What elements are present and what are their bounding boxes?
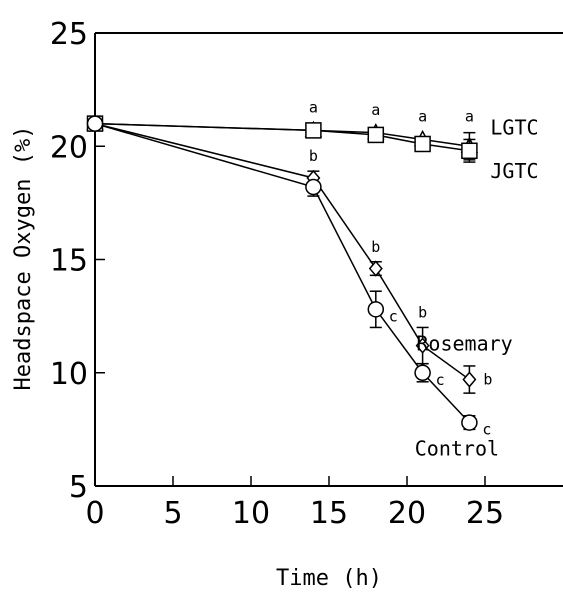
lgtc-significance-label: a [371,101,380,119]
series-markers [86,114,479,431]
x-tick-label: 20 [388,496,426,531]
plot-frame [94,32,563,487]
error-bars [307,131,476,431]
rosemary-series-label: Rosemary [416,331,512,355]
jgtc-marker [367,126,385,144]
y-tick-label: 15 [50,244,88,279]
lgtc-significance-label: a [309,99,318,117]
x-axis-label: Time (h) [276,566,382,591]
chart-labels: a a a a b b b b c c c LGTC JGTC Rosemary Control [309,99,539,461]
control-significance-label: c [389,307,398,325]
x-tick-label: 10 [232,496,270,531]
control-marker [86,115,104,132]
y-tick-label: 5 [69,470,88,505]
control-series-line [94,122,470,424]
control-marker [414,364,431,381]
x-tick-label: 5 [163,496,182,531]
y-tick-label: 10 [50,357,88,392]
rosemary-significance-label: b [483,371,492,389]
series-lines [94,122,470,424]
jgtc-marker [414,135,431,153]
rosemary-marker [415,337,430,354]
jgtc-series-label: JGTC [490,159,538,183]
rosemary-series-line [94,122,470,381]
x-tick-label: 0 [85,496,104,531]
rosemary-significance-label: b [371,238,380,256]
x-tick-label: 25 [466,496,504,531]
control-marker [461,414,478,431]
rosemary-significance-label: b [309,147,318,165]
control-significance-label: c [482,421,491,439]
control-marker [305,178,322,196]
lgtc-series-label: LGTC [490,115,538,139]
x-tick-label: 15 [310,496,348,531]
rosemary-marker [462,371,477,388]
jgtc-marker [461,142,478,160]
lgtc-significance-label: a [418,108,427,126]
control-significance-label: c [436,371,445,389]
jgtc-marker [305,122,322,139]
y-tick-label: 25 [50,17,88,52]
lgtc-significance-label: a [465,108,474,126]
rosemary-significance-label: b [418,303,427,321]
control-marker [367,301,385,318]
y-tick-label: 20 [50,130,88,165]
control-series-label: Control [415,437,499,461]
y-axis-label: Headspace Oxygen (%) [11,126,36,391]
rosemary-marker [368,260,383,277]
